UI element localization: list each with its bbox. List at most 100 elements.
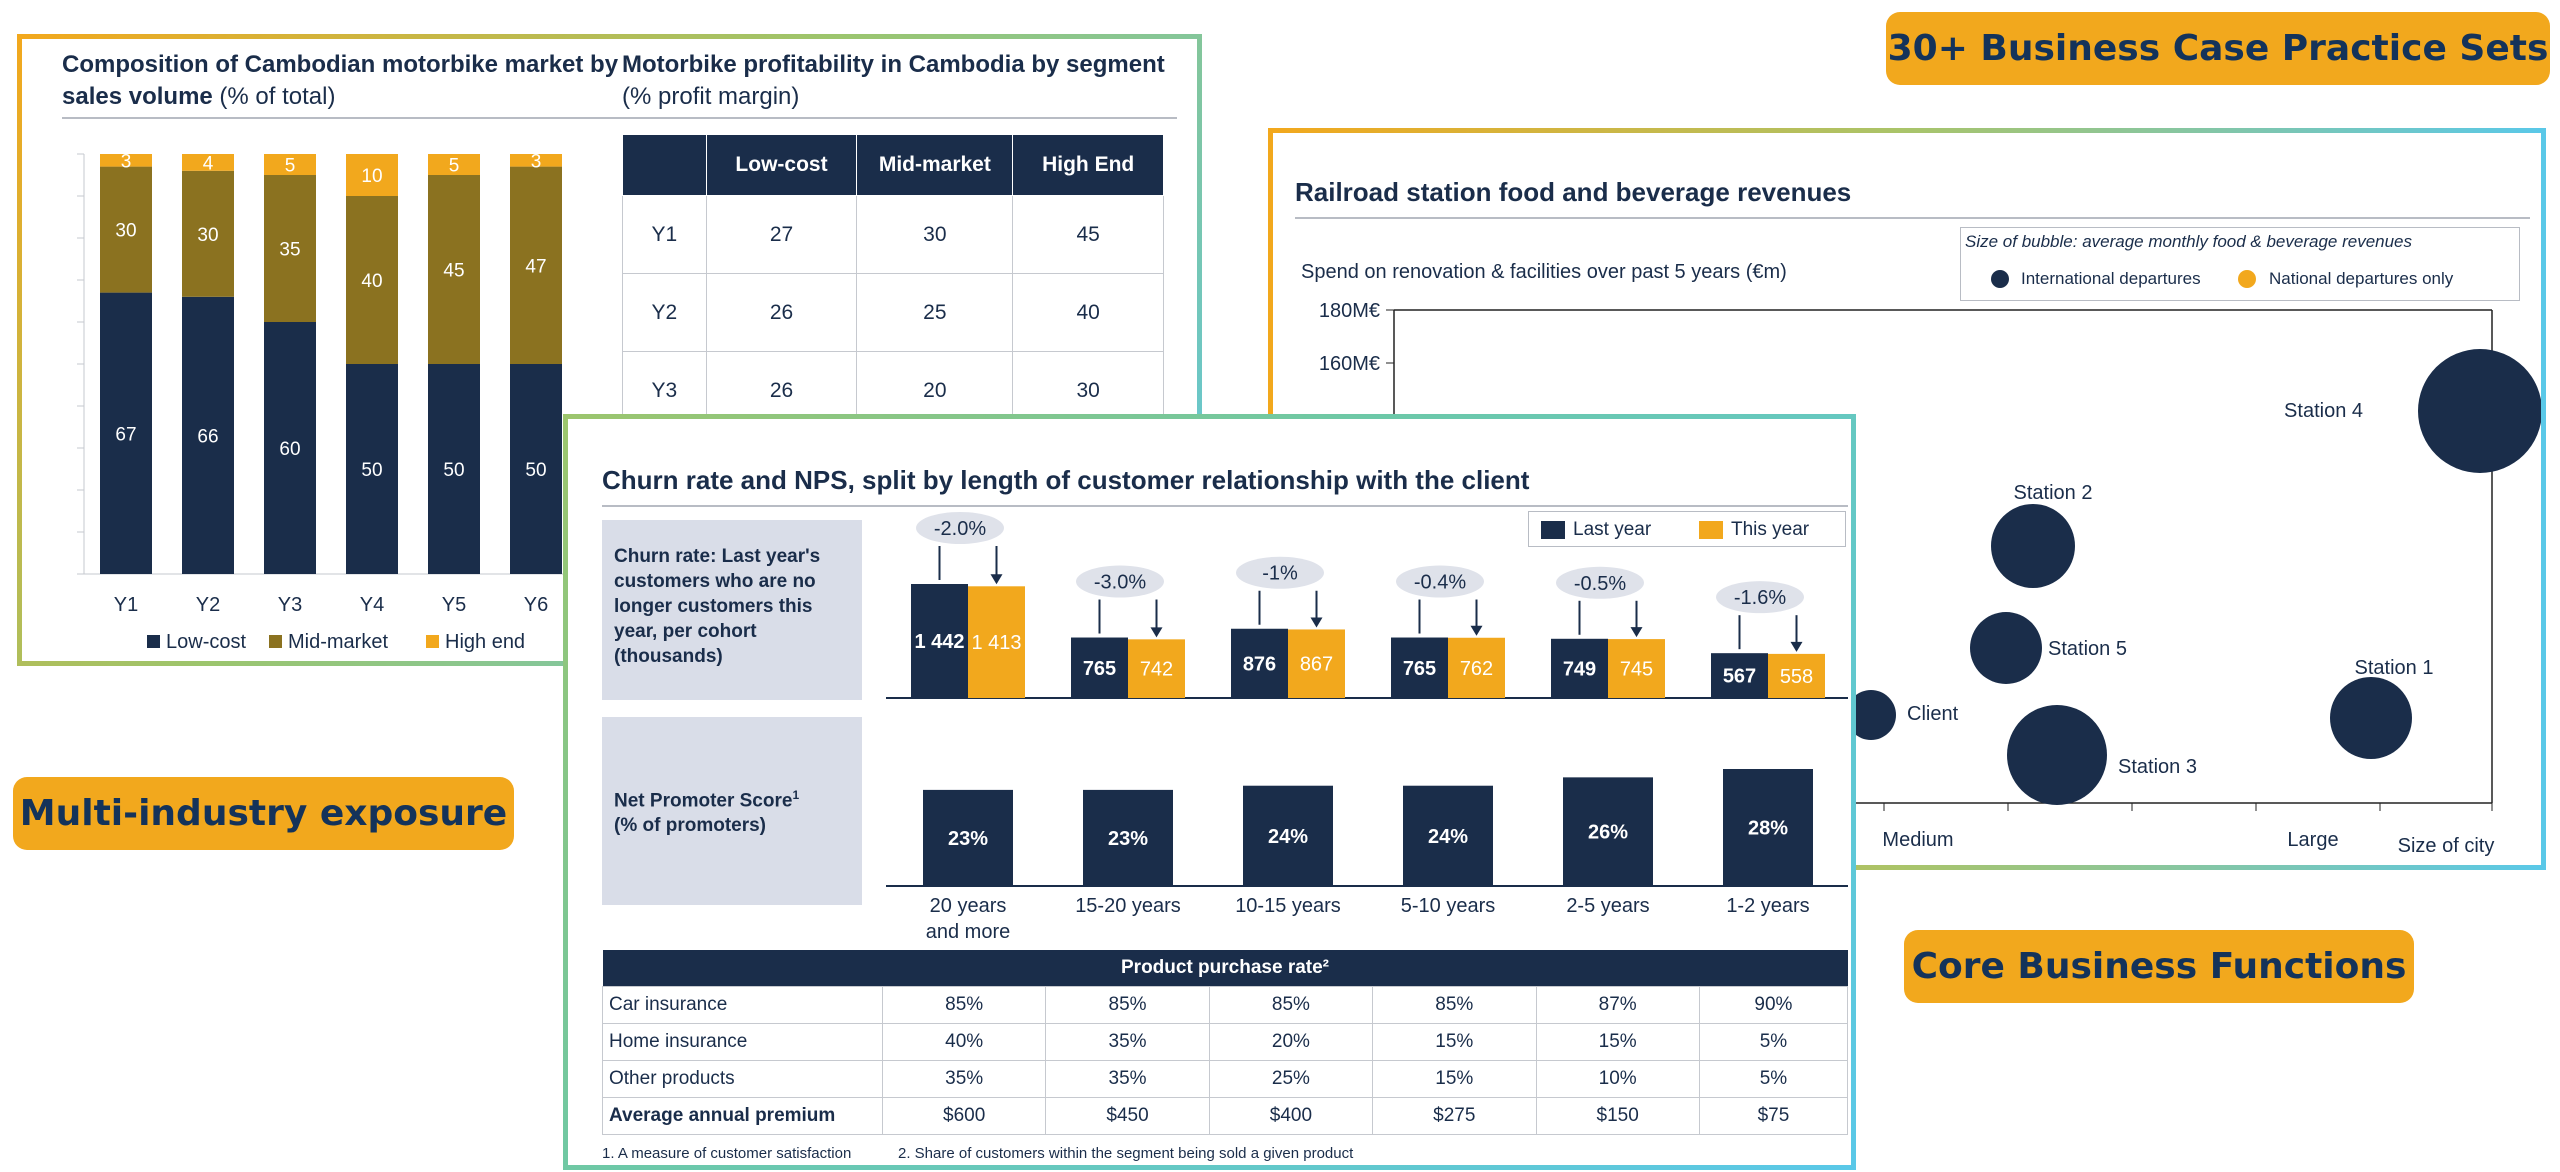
nps-label-unit: (% of promoters)	[614, 815, 766, 837]
data-label: 50	[361, 460, 382, 481]
table-row: Other products 35% 35% 25% 15% 10% 5%	[602, 1060, 1849, 1098]
bar-segment-high-end	[428, 154, 480, 175]
divider	[62, 117, 622, 119]
data-label: 5	[449, 156, 460, 177]
churn-legend: Last year This year	[1528, 511, 1846, 547]
data-label: 3	[121, 151, 132, 172]
badge-multi-industry: Multi-industry exposure	[13, 777, 514, 850]
table-cell: 5%	[1698, 1060, 1849, 1098]
bubble-client	[1846, 690, 1896, 740]
data-label: 50	[443, 460, 464, 481]
profit-table: Low-cost Mid-market High End Y1 27 30 45…	[622, 134, 1164, 430]
rail-legend-title: Size of bubble: average monthly food & b…	[1965, 232, 2413, 251]
data-label: 765	[1083, 658, 1116, 680]
table-cell: $75	[1698, 1097, 1849, 1135]
data-label: 3	[531, 151, 542, 172]
nps-bar	[1563, 777, 1653, 886]
data-label: 24%	[1268, 826, 1308, 848]
legend-label-this-year: This year	[1731, 519, 1810, 540]
change-bubble	[1396, 565, 1484, 598]
change-label: -0.5%	[1574, 573, 1626, 595]
table-cell: 26	[705, 273, 858, 352]
bar-segment-high-end	[510, 154, 562, 167]
x-tick-label: Y6	[524, 594, 548, 616]
bar-segment-high-end	[100, 154, 152, 167]
table-cell: 30	[856, 195, 1014, 274]
footnote-2: 2. Share of customers within the segment…	[898, 1145, 1354, 1162]
data-label: 867	[1300, 654, 1333, 676]
profit-title: Motorbike profitability in Cambodia by s…	[622, 49, 1182, 113]
table-cell: 15%	[1372, 1023, 1537, 1061]
y-tick-label: 160M€	[1319, 353, 1380, 375]
table-cell: 10%	[1535, 1060, 1700, 1098]
change-bubble	[1556, 566, 1644, 599]
bar-segment-low-cost	[428, 364, 480, 574]
change-bubble	[1716, 581, 1804, 614]
data-label: 749	[1563, 658, 1596, 680]
data-label: 745	[1620, 659, 1653, 681]
table-cell: 20%	[1208, 1023, 1374, 1061]
change-arrow-head	[1310, 617, 1323, 628]
bubble-station-3	[2007, 705, 2107, 805]
data-label: 1 442	[914, 631, 964, 653]
row-label: Car insurance	[602, 986, 883, 1024]
table-row: Average annual premium $600 $450 $400 $275 $1…	[602, 1097, 1849, 1135]
change-arrow-head	[1630, 627, 1643, 638]
table-cell: $600	[881, 1097, 1047, 1135]
footnote-1: 1. A measure of customer satisfaction	[602, 1145, 852, 1162]
change-bubble	[1236, 556, 1324, 589]
table-cell: 85%	[1372, 986, 1537, 1024]
data-label: 10	[361, 166, 382, 187]
legend-label: Low-cost	[166, 631, 246, 653]
data-label: 47	[525, 256, 546, 277]
change-bubble	[916, 512, 1004, 544]
data-label: 50	[525, 460, 546, 481]
table-cell: 90%	[1698, 986, 1849, 1024]
purchase-rate-header: Product purchase rate²	[602, 950, 1848, 987]
bar-segment-high-end	[346, 154, 398, 196]
bar-segment-mid-market	[428, 175, 480, 364]
bubble-station-5	[1970, 612, 2042, 684]
moto-title-unit: (% of total)	[219, 83, 336, 110]
moto-title-bold: Composition of Cambodian motorbike marke…	[62, 51, 619, 110]
profit-header-cell: High End	[1012, 134, 1164, 196]
change-bubble	[1076, 565, 1164, 598]
bubble-station-4	[2418, 349, 2541, 473]
x-axis-title: Size of city	[2398, 835, 2495, 857]
bubble-label: Station 3	[2118, 756, 2197, 778]
x-tick-label: and more	[926, 921, 1011, 943]
bar-last-year	[911, 584, 968, 698]
table-cell: 27	[705, 195, 858, 274]
legend-swatch	[147, 635, 160, 648]
bar-last-year	[1551, 638, 1608, 698]
divider	[1295, 217, 2530, 219]
change-label: -3.0%	[1094, 572, 1146, 594]
bar-segment-low-cost	[264, 322, 316, 574]
bar-this-year	[1608, 639, 1665, 698]
nps-bar	[1243, 785, 1333, 886]
legend-swatch-this-year	[1699, 521, 1723, 539]
legend-label: Mid-market	[288, 631, 388, 653]
bar-segment-mid-market	[182, 170, 234, 297]
bar-segment-mid-market	[264, 175, 316, 322]
change-label: -0.4%	[1414, 572, 1466, 594]
legend-label: High end	[445, 631, 525, 653]
bar-segment-high-end	[182, 154, 234, 171]
bubble-label: Station 2	[2014, 482, 2093, 504]
churn-card: Churn rate and NPS, split by length of c…	[563, 414, 1856, 1170]
change-arrow-head	[990, 574, 1003, 585]
bar-this-year	[1288, 629, 1345, 698]
change-arrow-head	[1150, 627, 1163, 638]
nps-bar	[1083, 789, 1173, 886]
nps-label-main: Net Promoter Score	[614, 790, 793, 812]
table-cell: 85%	[1208, 986, 1374, 1024]
data-label: 23%	[948, 828, 988, 850]
purchase-rate-table: Product purchase rate² Car insurance 85% 8…	[602, 950, 1849, 1135]
bubble-label: Client	[1907, 703, 1959, 725]
legend-label-international: International departures	[2021, 269, 2201, 288]
data-label: 35	[279, 240, 300, 261]
table-row: Y2 26 25 40	[622, 273, 1164, 352]
data-label: 45	[443, 261, 464, 282]
change-label: -1.6%	[1734, 587, 1786, 609]
bar-segment-low-cost	[346, 364, 398, 574]
